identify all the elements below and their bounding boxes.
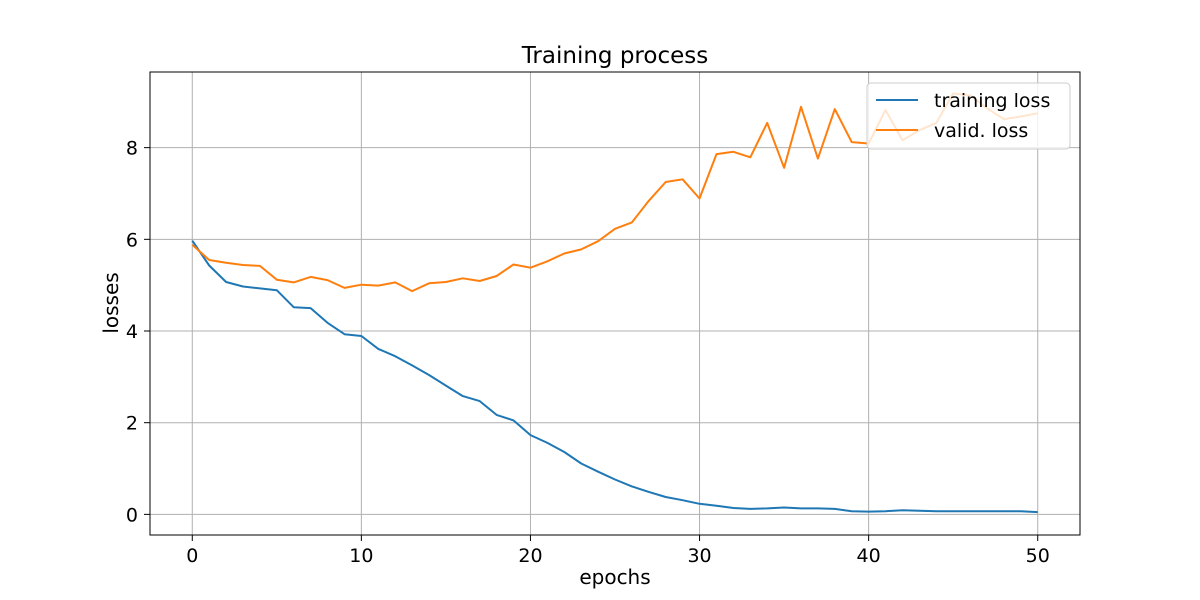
legend-label-valid-loss: valid. loss: [934, 120, 1028, 142]
x-tick-label: 50: [1026, 545, 1050, 567]
series-layer: [191, 92, 1038, 514]
x-tick-label: 30: [687, 545, 711, 567]
y-tick-label: 2: [126, 413, 138, 435]
plot-frame: [149, 71, 1081, 536]
series-line-training-loss: [191, 240, 1038, 514]
y-axis-label: losses: [99, 272, 123, 333]
legend: training loss valid. loss: [866, 82, 1071, 150]
y-tick-label: 0: [126, 504, 138, 526]
x-tick-label: 10: [349, 545, 373, 567]
y-tick-label: 6: [126, 229, 138, 251]
x-tick-label: 0: [186, 545, 198, 567]
x-tick-label: 40: [857, 545, 881, 567]
x-tick-label: 20: [518, 545, 542, 567]
ticks: 0 10 20 30 40 50 0 2 4 6 8: [126, 138, 1050, 567]
y-tick-label: 8: [126, 138, 138, 160]
x-axis-label: epochs: [579, 565, 650, 589]
y-tick-label: 4: [126, 321, 138, 343]
legend-label-training-loss: training loss: [934, 90, 1050, 112]
chart-title: Training process: [521, 43, 708, 69]
